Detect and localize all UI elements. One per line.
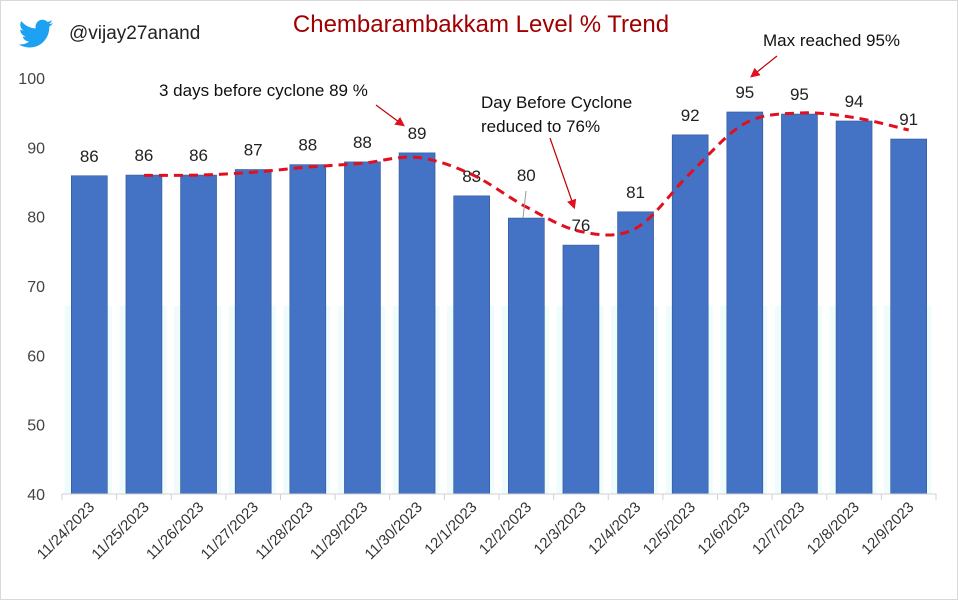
- x-tick-label: 11/27/2023: [198, 499, 262, 563]
- bar: [671, 134, 709, 495]
- x-tick-label: 12/4/2023: [585, 499, 644, 558]
- bar: [289, 164, 327, 495]
- x-tick-label: 11/25/2023: [88, 499, 152, 563]
- bar: [562, 244, 600, 495]
- annotation-max-reached: Max reached 95%: [763, 31, 900, 50]
- data-label: 87: [244, 141, 263, 160]
- y-tick-label: 70: [27, 279, 45, 296]
- x-tick-label: 12/1/2023: [421, 499, 480, 558]
- bar: [234, 169, 272, 495]
- data-label-leader-line: [522, 190, 527, 219]
- annotation-day-before-line2: reduced to 76%: [481, 117, 600, 136]
- y-tick-label: 40: [27, 487, 45, 504]
- twitter-handle: @vijay27anand: [69, 23, 200, 44]
- x-tick-label: 12/2/2023: [476, 499, 535, 558]
- bar: [617, 211, 654, 495]
- x-tick-label: 12/6/2023: [694, 499, 753, 558]
- trendline-moving-average: [143, 111, 910, 237]
- data-label: 83: [462, 167, 481, 186]
- x-tick-label: 12/8/2023: [804, 499, 863, 558]
- data-label: 95: [790, 85, 809, 104]
- data-label: 86: [80, 147, 99, 166]
- annotation-3-days-before: 3 days before cyclone 89 %: [159, 81, 368, 100]
- bar: [398, 152, 436, 495]
- bar: [781, 113, 818, 495]
- bar: [125, 174, 163, 495]
- chart-title: Chembarambakkam Level % Trend: [293, 11, 669, 38]
- x-tick-label: 11/26/2023: [143, 499, 207, 563]
- x-tick-label: 11/28/2023: [252, 499, 316, 563]
- bar: [890, 138, 927, 495]
- bar: [453, 195, 490, 495]
- bar: [726, 111, 764, 495]
- x-tick-label: 11/24/2023: [34, 499, 98, 563]
- data-label: 88: [298, 136, 317, 155]
- twitter-bird-icon: [18, 19, 54, 48]
- y-tick-label: 60: [27, 348, 45, 365]
- x-tick-label: 11/29/2023: [307, 499, 371, 563]
- data-label: 88: [353, 133, 372, 152]
- data-label: 92: [681, 106, 700, 125]
- data-label: 86: [134, 146, 153, 165]
- x-tick-label: 12/5/2023: [640, 499, 699, 558]
- data-label: 81: [626, 183, 645, 202]
- y-tick-label: 100: [18, 71, 45, 88]
- annotation-arrow-2: [549, 137, 577, 210]
- x-tick-label: 11/30/2023: [362, 499, 426, 563]
- bar: [835, 120, 873, 495]
- data-label: 91: [899, 110, 918, 129]
- y-tick-label: 50: [27, 418, 45, 435]
- x-tick-label: 12/3/2023: [531, 499, 590, 558]
- annotation-day-before: Day Before Cyclone: [481, 93, 632, 112]
- bar: [508, 217, 545, 495]
- bar: [71, 175, 108, 495]
- annotation-arrow-3: [750, 55, 778, 78]
- x-tick-label: 12/9/2023: [858, 499, 917, 558]
- data-label: 80: [517, 166, 536, 185]
- y-tick-label: 90: [27, 140, 45, 157]
- annotation-arrow-1: [375, 104, 405, 127]
- bar: [344, 161, 381, 495]
- data-label: 95: [735, 83, 754, 102]
- y-tick-label: 80: [27, 210, 45, 227]
- data-label: 86: [189, 146, 208, 165]
- bar: [180, 174, 217, 495]
- data-label: 89: [408, 124, 427, 143]
- x-tick-label: 12/7/2023: [749, 499, 808, 558]
- data-label: 94: [845, 92, 864, 111]
